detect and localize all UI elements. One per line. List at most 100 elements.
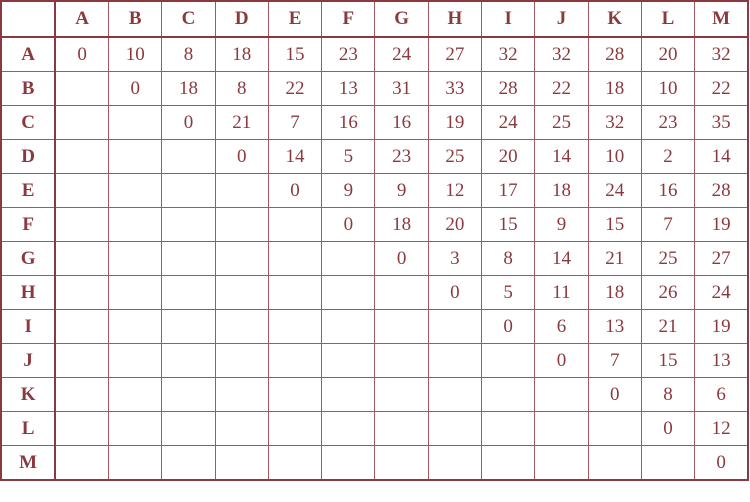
matrix-cell: 11 (534, 275, 589, 310)
row-header: L (0, 411, 57, 446)
matrix-cell: 0 (694, 445, 749, 481)
column-header: A (54, 0, 110, 38)
matrix-cell: 32 (481, 36, 536, 72)
matrix-cell: 0 (267, 173, 323, 208)
table-row: D 0 14 5 23 25 20 14 10 2 14 (0, 139, 749, 174)
matrix-cell: 27 (427, 36, 483, 72)
matrix-cell: 18 (587, 71, 642, 106)
matrix-cell: 0 (321, 207, 376, 242)
matrix-cell: 0 (481, 309, 536, 344)
matrix-cell (267, 343, 323, 378)
matrix-cell: 23 (321, 36, 376, 72)
matrix-cell: 15 (267, 36, 323, 72)
column-header: G (374, 0, 429, 38)
matrix-cell: 25 (640, 241, 696, 276)
matrix-cell: 32 (694, 36, 749, 72)
matrix-cell (54, 241, 110, 276)
table-row: B 0 18 8 22 13 31 33 28 22 18 10 22 (0, 71, 749, 106)
matrix-cell (534, 411, 589, 446)
matrix-cell: 0 (214, 139, 269, 174)
matrix-cell (321, 377, 376, 412)
matrix-cell (54, 445, 110, 481)
matrix-cell (54, 71, 110, 106)
column-header: B (108, 0, 163, 38)
matrix-cell: 21 (587, 241, 642, 276)
matrix-cell (54, 309, 110, 344)
matrix-cell: 24 (587, 173, 642, 208)
matrix-cell (427, 411, 483, 446)
matrix-cell (374, 343, 429, 378)
matrix-cell: 16 (321, 105, 376, 140)
matrix-cell: 0 (534, 343, 589, 378)
matrix-cell (108, 309, 163, 344)
matrix-cell (214, 445, 269, 481)
matrix-cell (214, 411, 269, 446)
row-header: G (0, 241, 57, 276)
matrix-cell: 8 (481, 241, 536, 276)
matrix-cell (267, 411, 323, 446)
matrix-cell: 7 (267, 105, 323, 140)
matrix-cell (54, 105, 110, 140)
matrix-cell: 23 (374, 139, 429, 174)
table-row: A 0 10 8 18 15 23 24 27 32 32 28 20 32 (0, 36, 749, 72)
matrix-cell (214, 309, 269, 344)
matrix-cell: 35 (694, 105, 749, 140)
matrix-cell (267, 309, 323, 344)
matrix-cell (161, 309, 216, 344)
matrix-cell: 14 (534, 241, 589, 276)
matrix-cell (374, 309, 429, 344)
matrix-cell: 19 (694, 207, 749, 242)
header-row: A B C D E F G H I J K L M (0, 0, 749, 38)
matrix-cell: 26 (640, 275, 696, 310)
matrix-cell (108, 241, 163, 276)
matrix-cell: 32 (534, 36, 589, 72)
matrix-cell: 24 (481, 105, 536, 140)
matrix-cell: 6 (534, 309, 589, 344)
matrix-cell: 3 (427, 241, 483, 276)
matrix-cell (161, 343, 216, 378)
matrix-cell (214, 241, 269, 276)
matrix-cell (108, 275, 163, 310)
matrix-cell (534, 377, 589, 412)
matrix-cell (214, 377, 269, 412)
matrix-cell (108, 377, 163, 412)
matrix-cell (481, 377, 536, 412)
matrix-cell (108, 445, 163, 481)
matrix-cell: 9 (534, 207, 589, 242)
matrix-cell (374, 377, 429, 412)
matrix-cell: 0 (427, 275, 483, 310)
matrix-cell (161, 377, 216, 412)
column-header: L (640, 0, 696, 38)
column-header: D (214, 0, 269, 38)
matrix-cell (161, 241, 216, 276)
matrix-cell: 0 (108, 71, 163, 106)
matrix-cell: 5 (321, 139, 376, 174)
matrix-cell (108, 343, 163, 378)
table-row: F 0 18 20 15 9 15 7 19 (0, 207, 749, 242)
matrix-cell (427, 445, 483, 481)
matrix-cell: 27 (694, 241, 749, 276)
matrix-cell: 25 (427, 139, 483, 174)
row-header: A (0, 36, 57, 72)
matrix-cell: 33 (427, 71, 483, 106)
distance-matrix-table: A B C D E F G H I J K L M A 0 10 8 18 15 23 24 2… (0, 0, 749, 481)
matrix-cell: 19 (427, 105, 483, 140)
matrix-cell (534, 445, 589, 481)
column-header: F (321, 0, 376, 38)
matrix-cell: 18 (161, 71, 216, 106)
matrix-cell: 8 (161, 36, 216, 72)
matrix-cell: 16 (374, 105, 429, 140)
matrix-cell: 15 (640, 343, 696, 378)
matrix-cell (321, 241, 376, 276)
matrix-cell (427, 343, 483, 378)
matrix-cell (108, 105, 163, 140)
matrix-cell: 28 (481, 71, 536, 106)
matrix-cell (267, 275, 323, 310)
matrix-cell: 28 (694, 173, 749, 208)
matrix-cell (54, 139, 110, 174)
matrix-cell (267, 241, 323, 276)
column-header: H (427, 0, 483, 38)
matrix-cell (374, 275, 429, 310)
matrix-cell (54, 411, 110, 446)
